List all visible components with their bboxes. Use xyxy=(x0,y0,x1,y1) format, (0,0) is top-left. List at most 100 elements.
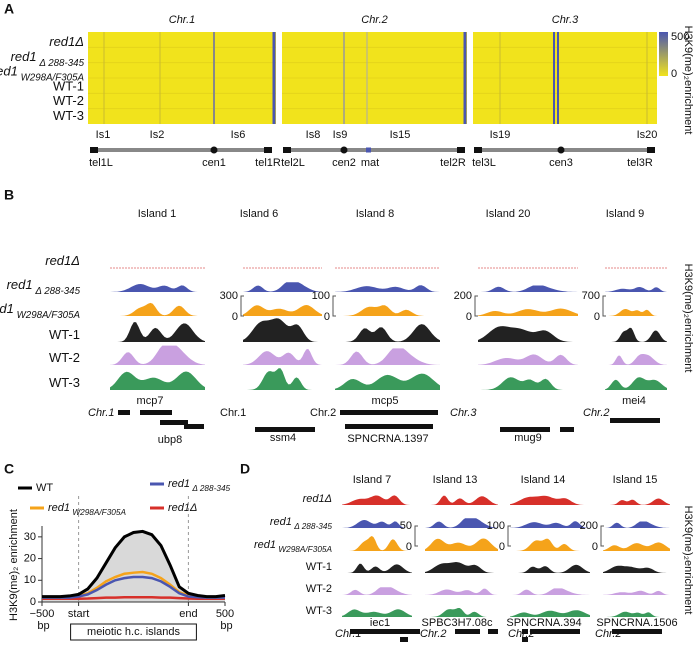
scale-label: 0 xyxy=(406,541,412,553)
scale-bracket xyxy=(332,295,336,317)
scale-label: 700 xyxy=(582,290,600,302)
colorbar-label: 0 xyxy=(671,68,677,80)
scale-label: 0 xyxy=(232,311,238,323)
track xyxy=(603,521,670,528)
gene-label: ubp8 xyxy=(158,434,182,446)
row-label: WT-2 xyxy=(49,350,80,365)
track xyxy=(478,285,578,292)
gene-body xyxy=(530,629,580,634)
gene-label: SPNCRNA.1506 xyxy=(596,617,677,629)
row-label: red1 Δ 288-345 xyxy=(270,516,333,531)
telomere xyxy=(283,147,291,153)
scale-label: 200 xyxy=(580,520,598,532)
scale-label: 0 xyxy=(592,541,598,553)
island-title: Island 8 xyxy=(356,208,395,220)
gene-label: SPNCRNA.394 xyxy=(506,617,581,629)
track xyxy=(425,562,498,573)
x-tick-label: start xyxy=(68,608,89,620)
gene-body xyxy=(455,629,480,634)
y-axis-label: H3K9(me)₂enrichment xyxy=(682,506,694,615)
scale-label: 0 xyxy=(324,311,330,323)
island-label: Is20 xyxy=(637,129,658,141)
scale-label: 0 xyxy=(499,541,505,553)
island-title: Island 9 xyxy=(606,208,645,220)
y-tick-label: 10 xyxy=(24,574,36,586)
track xyxy=(605,327,667,342)
track xyxy=(243,368,322,390)
feature-label: cen2 xyxy=(332,157,356,169)
scale-label: 50 xyxy=(400,520,412,532)
track xyxy=(425,518,498,528)
scale-bracket xyxy=(240,295,244,317)
track xyxy=(425,588,498,595)
gene-body xyxy=(140,410,172,415)
centromere xyxy=(340,146,348,154)
track xyxy=(342,587,412,595)
track xyxy=(335,373,440,390)
track xyxy=(342,563,412,573)
telomere xyxy=(474,147,482,153)
gene-body xyxy=(184,424,204,429)
feature-label: tel2R xyxy=(440,157,466,169)
island-title: Island 1 xyxy=(138,208,177,220)
telomere xyxy=(457,147,465,153)
row-label: red1Δ xyxy=(49,34,84,49)
scale-label: 100 xyxy=(312,290,330,302)
scale-bracket xyxy=(414,525,418,547)
gene-label: Chr.1 xyxy=(88,407,115,419)
track xyxy=(110,284,205,292)
gene-label: iec1 xyxy=(370,617,390,629)
track xyxy=(335,324,440,342)
gene-label: SPBC3H7.08c xyxy=(422,617,493,629)
gene-label: mcp7 xyxy=(137,395,164,407)
track xyxy=(110,322,205,342)
gene-body xyxy=(118,410,130,415)
track xyxy=(605,309,667,316)
scale-bracket xyxy=(474,295,478,317)
row-label: WT-1 xyxy=(53,79,84,94)
track xyxy=(510,538,590,551)
legend-label: red1 Δ 288-345 xyxy=(168,478,231,493)
centromere xyxy=(210,146,218,154)
gene-label: mug9 xyxy=(514,432,542,444)
y-tick-label: 30 xyxy=(24,531,36,543)
island-title: Island 13 xyxy=(433,474,478,486)
gene-body xyxy=(350,629,420,634)
track xyxy=(425,495,498,505)
track xyxy=(342,536,412,551)
box-label: meiotic h.c. islands xyxy=(87,626,180,638)
row-label: WT-3 xyxy=(53,108,84,123)
feature-label: cen1 xyxy=(202,157,226,169)
wt-area xyxy=(42,531,225,602)
track xyxy=(478,326,578,342)
panel-label: A xyxy=(4,1,14,17)
gene-label: mei4 xyxy=(622,395,646,407)
track xyxy=(603,590,670,595)
gene-body xyxy=(400,637,408,642)
track xyxy=(478,308,578,316)
island-label: Is6 xyxy=(231,129,246,141)
gene-label: ssm4 xyxy=(270,432,296,444)
telomere xyxy=(647,147,655,153)
island-title: Island 20 xyxy=(486,208,531,220)
gene-body xyxy=(255,427,315,432)
track xyxy=(603,498,670,505)
track xyxy=(335,305,440,316)
track xyxy=(110,371,205,390)
feature-label: mat xyxy=(361,157,379,169)
telomere xyxy=(264,147,272,153)
feature-label: tel3R xyxy=(627,157,653,169)
x-tick-label: 500 bp xyxy=(216,608,234,632)
row-label: red1 Δ 288-345 xyxy=(11,49,85,69)
gene-label: Chr.2 xyxy=(420,628,447,640)
gene-label: Chr.2 xyxy=(583,407,610,419)
box xyxy=(70,623,197,641)
track xyxy=(425,538,498,551)
gene-body xyxy=(560,427,574,432)
track xyxy=(603,542,670,551)
row-label: WT-3 xyxy=(306,605,332,617)
y-tick-label: 0 xyxy=(30,596,36,608)
legend-label: red1Δ xyxy=(168,502,197,514)
gene-label: Chr.1 xyxy=(220,407,246,419)
gene-body xyxy=(160,420,188,425)
